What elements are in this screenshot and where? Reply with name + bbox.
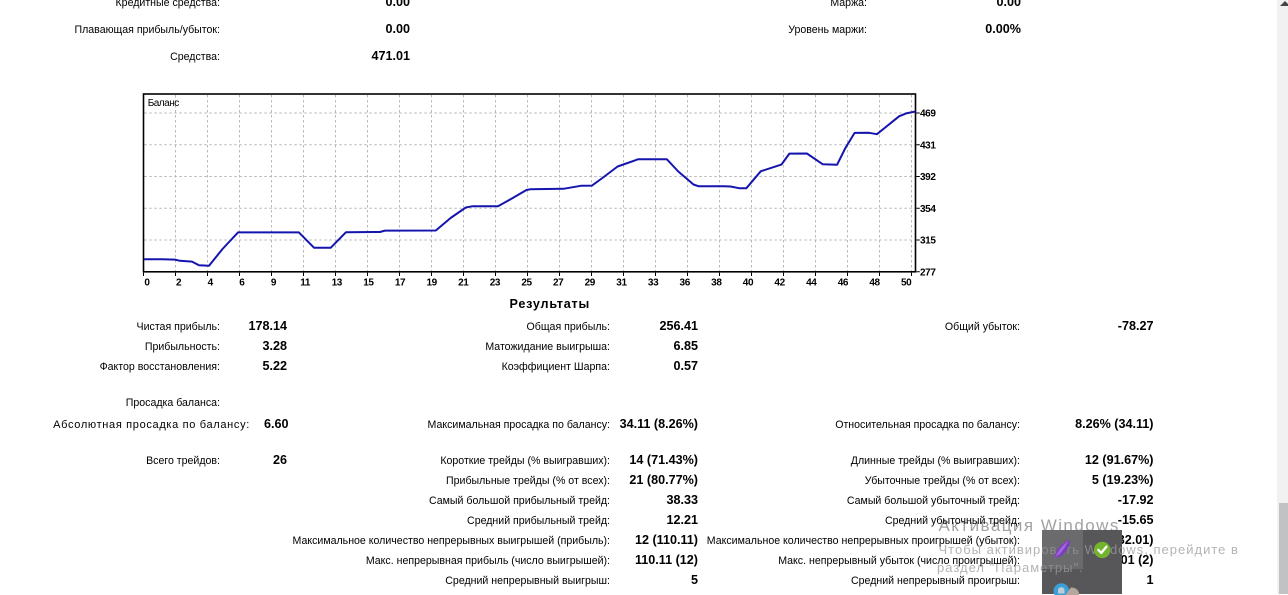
svg-text:40: 40 <box>743 277 754 288</box>
svg-text:21: 21 <box>458 277 469 288</box>
svg-text:277: 277 <box>920 267 936 278</box>
svg-text:0: 0 <box>144 277 150 288</box>
svg-text:29: 29 <box>585 277 596 288</box>
svg-text:6: 6 <box>239 277 245 288</box>
svg-text:42: 42 <box>774 277 785 288</box>
svg-text:392: 392 <box>920 172 936 183</box>
svg-text:44: 44 <box>806 277 817 288</box>
svg-text:25: 25 <box>521 277 532 288</box>
svg-text:431: 431 <box>920 140 936 151</box>
svg-text:315: 315 <box>920 236 936 247</box>
svg-text:48: 48 <box>869 277 880 288</box>
svg-text:38: 38 <box>711 277 722 288</box>
svg-text:23: 23 <box>490 277 501 288</box>
svg-text:15: 15 <box>363 277 374 288</box>
svg-text:31: 31 <box>616 277 627 288</box>
svg-text:46: 46 <box>838 277 849 288</box>
svg-text:27: 27 <box>553 277 564 288</box>
svg-text:33: 33 <box>648 277 659 288</box>
svg-text:50: 50 <box>901 277 912 288</box>
svg-text:Баланс: Баланс <box>148 98 180 109</box>
svg-text:2: 2 <box>176 277 182 288</box>
svg-text:36: 36 <box>680 277 691 288</box>
svg-text:13: 13 <box>332 277 343 288</box>
svg-text:4: 4 <box>208 277 214 288</box>
svg-text:19: 19 <box>427 277 438 288</box>
svg-text:11: 11 <box>300 277 311 288</box>
svg-text:17: 17 <box>395 277 406 288</box>
svg-text:354: 354 <box>920 204 936 215</box>
svg-text:469: 469 <box>920 109 936 120</box>
svg-text:9: 9 <box>271 277 277 288</box>
